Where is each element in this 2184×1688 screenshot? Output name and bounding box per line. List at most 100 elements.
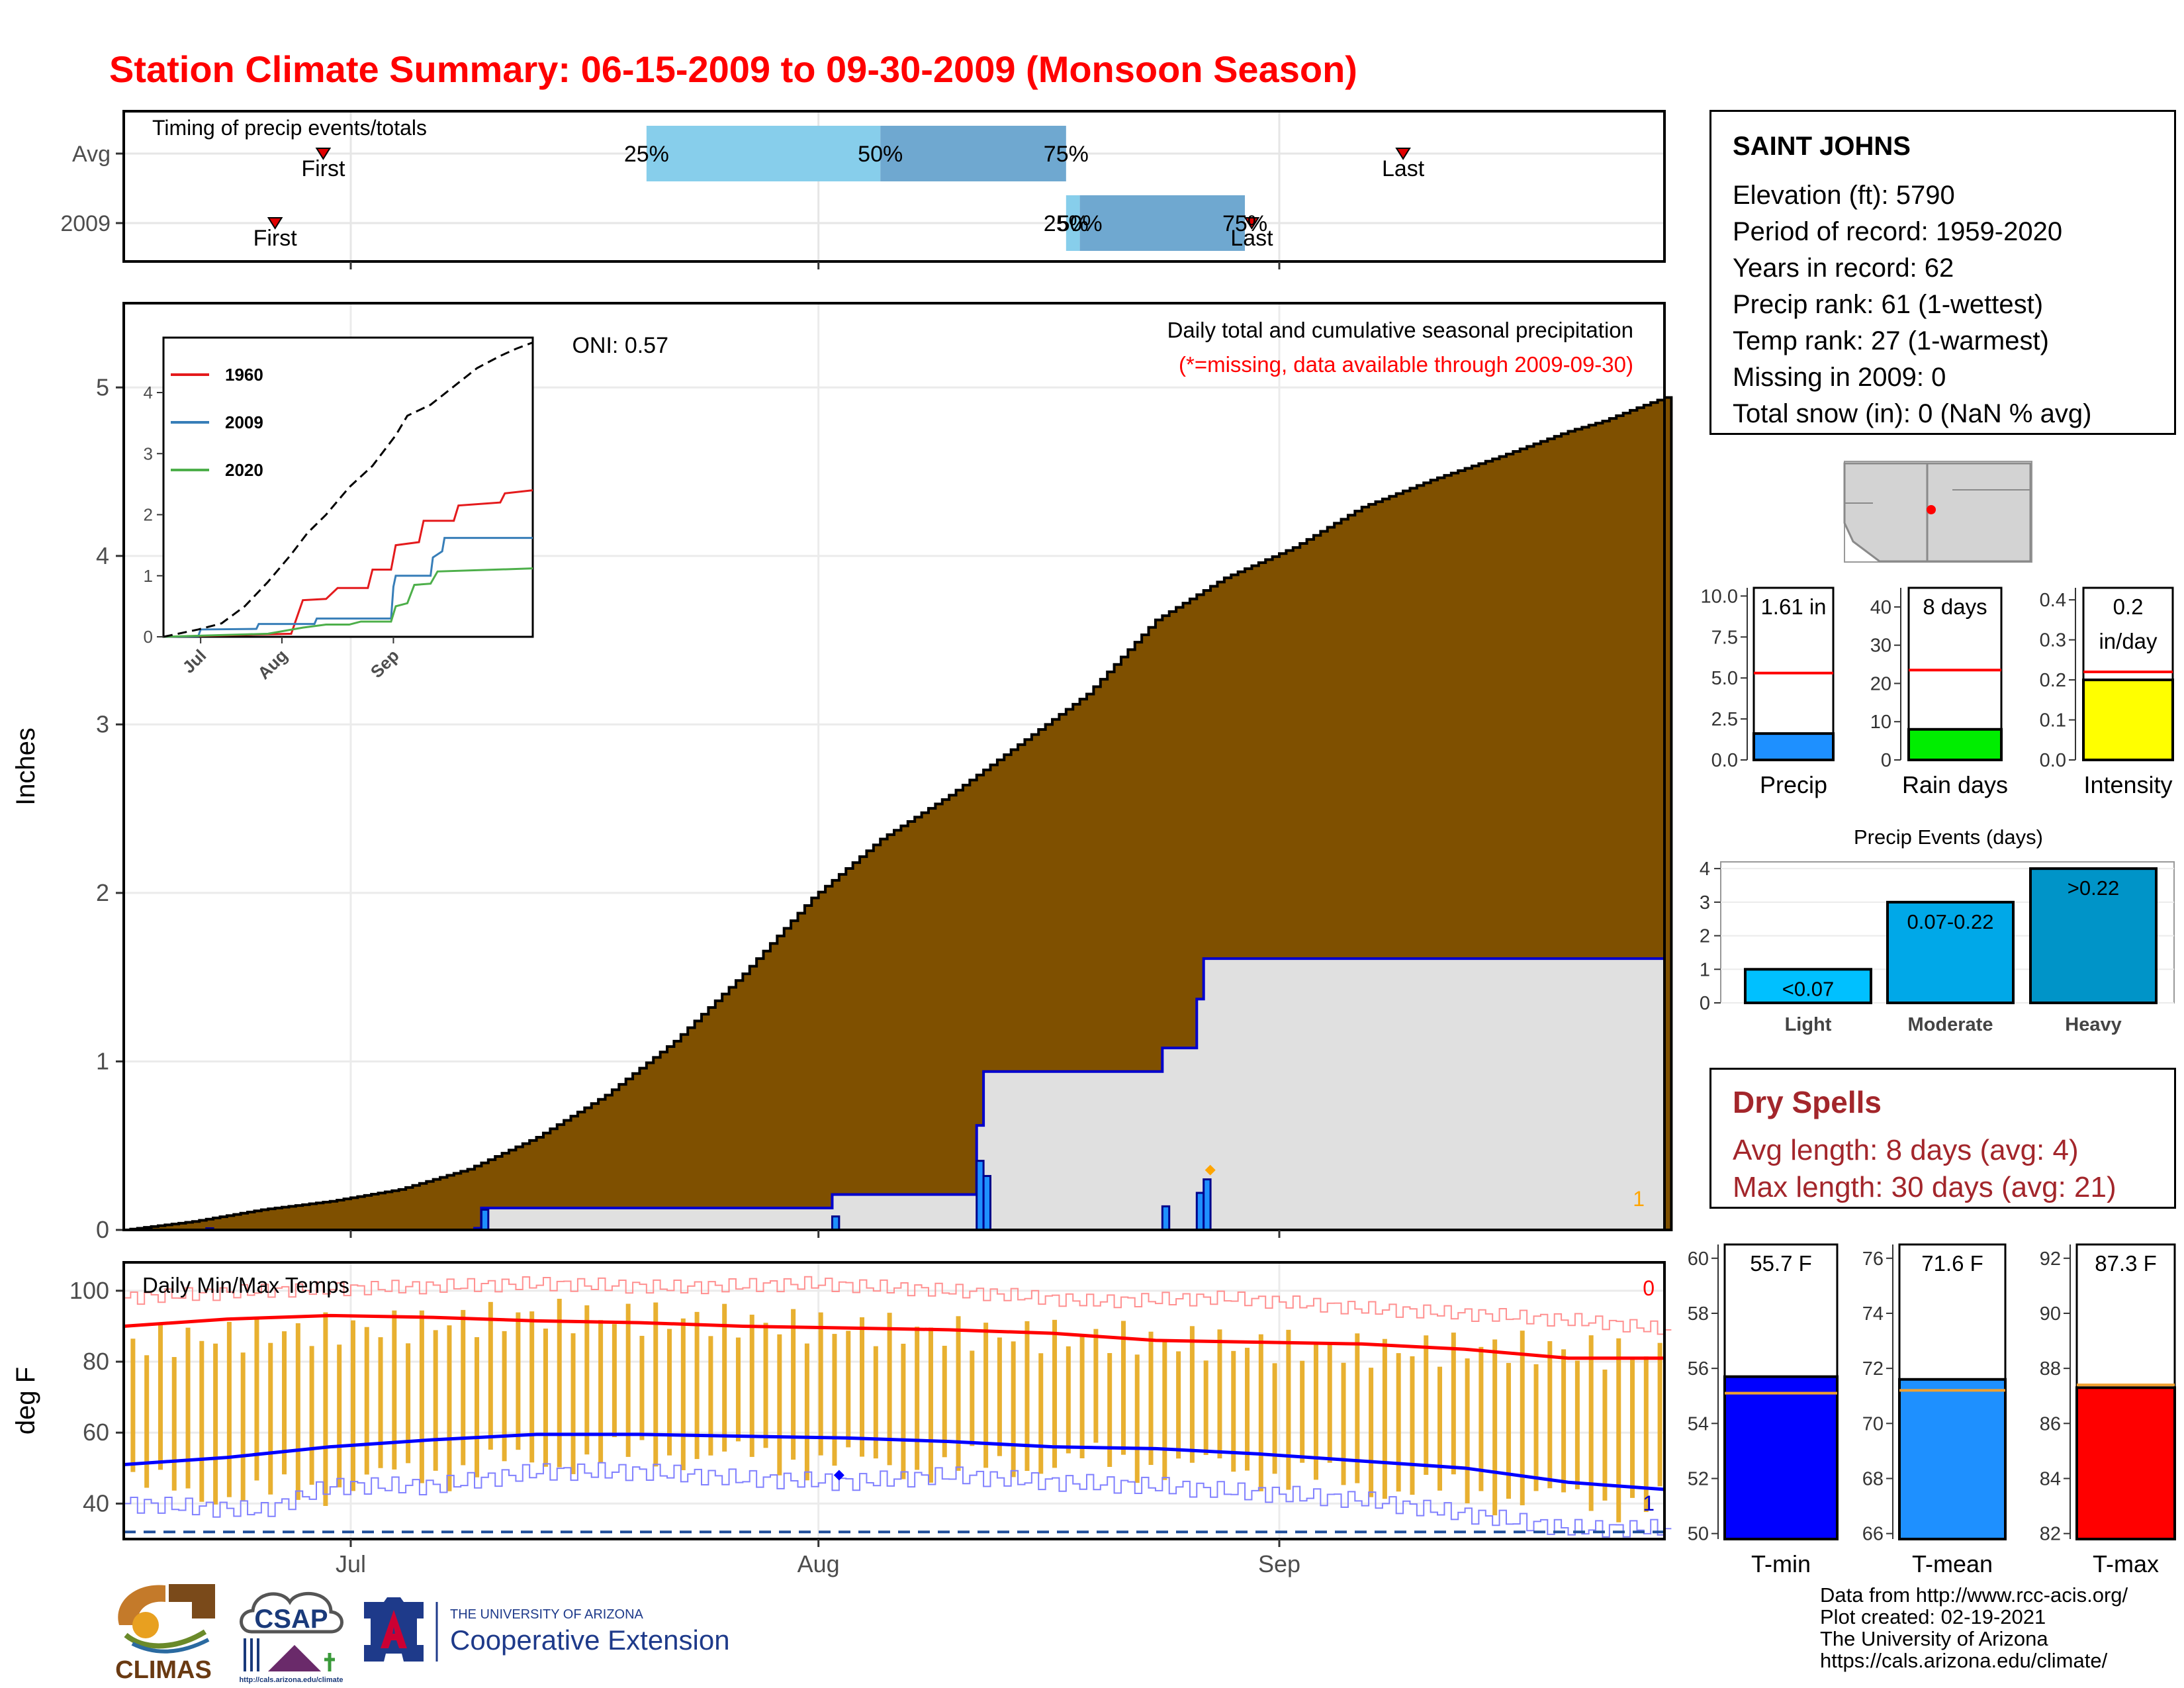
inset-series-line-2 xyxy=(163,567,533,638)
summary-ytick-label: 82 xyxy=(2040,1524,2061,1545)
daily-temp-range-bar xyxy=(295,1323,300,1500)
daily-temp-range-bar xyxy=(1272,1363,1277,1474)
temperature-chart: 40 60 80 100 Daily Min/Max Temps 0 1 deg F Jul Au… xyxy=(11,1261,1672,1577)
timing-bar-50-75 xyxy=(1079,195,1246,251)
summary-ytick-label: 0.0 xyxy=(1711,750,1738,771)
station-period: Period of record: 1959-2020 xyxy=(1733,217,2063,246)
daily-temp-range-bar xyxy=(680,1318,686,1471)
daily-temp-range-bar xyxy=(1382,1338,1387,1499)
daily-temp-range-bar xyxy=(488,1301,493,1450)
precip-summary-bars: 0.0 2.5 5.0 7.5 10.0 1.61 in Precip 0 10 20 30 40 8 … xyxy=(1701,586,2174,798)
daily-temp-range-bar xyxy=(763,1323,768,1448)
daily-temp-range-bar xyxy=(832,1334,837,1466)
university-logo: THE UNIVERSITY OF ARIZONA Cooperative Ex… xyxy=(364,1597,730,1662)
station-marker xyxy=(1927,505,1936,514)
daily-precip-bar-5 xyxy=(1161,1205,1171,1231)
daily-temp-range-bar xyxy=(1424,1335,1429,1475)
daily-temp-range-bar xyxy=(516,1312,521,1450)
daily-temp-range-bar xyxy=(1093,1329,1099,1443)
daily-temp-range-bar xyxy=(447,1325,452,1491)
summary-ytick-label: 52 xyxy=(1688,1469,1709,1490)
dry-spells-box: Dry Spells Avg length: 8 days (avg: 4) M… xyxy=(1709,1068,2176,1209)
events-bar-1 xyxy=(1886,900,2015,1005)
timing-bar-25-50 xyxy=(646,126,881,181)
summary-ytick-label: 56 xyxy=(1688,1358,1709,1380)
daily-temp-range-bar xyxy=(612,1324,617,1438)
daily-temp-range-bar xyxy=(1300,1360,1305,1463)
daily-temp-range-bar xyxy=(1437,1366,1443,1491)
precip-ytick-label-5: 5 xyxy=(96,373,109,400)
daily-temp-range-bar xyxy=(392,1310,397,1470)
oni-label: ONI: 0.57 xyxy=(572,333,668,358)
precip-ytick-label-3: 3 xyxy=(96,710,109,737)
station-elevation: Elevation (ft): 5790 xyxy=(1733,181,1955,210)
precip-ylabel: Inches xyxy=(11,727,40,806)
daily-temp-range-bar xyxy=(983,1323,989,1468)
summary-ytick-label: 10.0 xyxy=(1701,586,1738,607)
daily-temp-range-bar xyxy=(1313,1343,1318,1480)
daily-temp-range-bar xyxy=(185,1327,191,1489)
daily-temp-range-bar xyxy=(860,1317,865,1457)
summary-ytick-label: 50 xyxy=(1688,1524,1709,1545)
timing-marker-first xyxy=(315,148,332,160)
daily-temp-range-bar xyxy=(1533,1364,1539,1491)
events-title: Precip Events (days) xyxy=(1854,825,2043,849)
station-snow: Total snow (in): 0 (NaN % avg) xyxy=(1733,399,2092,428)
daily-temp-range-bar xyxy=(915,1327,920,1470)
timing-row-label: 2009 xyxy=(60,211,111,236)
inset-legend-label-1: 2009 xyxy=(225,412,263,432)
daily-temp-range-bar xyxy=(970,1350,975,1446)
summary-value-label-1: 71.6 F xyxy=(1921,1251,1983,1276)
daily-temp-range-bar xyxy=(1451,1333,1456,1475)
timing-frame xyxy=(122,110,1666,263)
summary-value-label-2: 87.3 F xyxy=(2095,1251,2157,1276)
daily-temp-range-bar xyxy=(887,1313,892,1466)
temps-ylabel: deg F xyxy=(11,1367,40,1434)
daily-temp-range-bar xyxy=(818,1312,823,1456)
timing-p75-label: 75% xyxy=(1222,211,1267,236)
temps-ytick-label-1: 60 xyxy=(83,1419,109,1446)
timing-p25-label: 25% xyxy=(624,142,669,167)
events-bar-0 xyxy=(1744,968,1872,1005)
precip-title: Daily total and cumulative seasonal prec… xyxy=(1167,318,1633,342)
timing-first-label: First xyxy=(301,156,345,181)
summary-bar-1 xyxy=(1898,1378,2007,1541)
daily-precip-bar-3 xyxy=(976,1160,985,1231)
summary-ytick-label: 92 xyxy=(2040,1248,2061,1270)
credit-plot-date: Plot created: 02-19-2021 xyxy=(1820,1605,2046,1628)
daily-temp-range-bar xyxy=(804,1343,809,1481)
summary-ytick-label: 72 xyxy=(1862,1358,1884,1380)
daily-temp-range-bar xyxy=(557,1299,562,1468)
events-bar-label-0: <0.07 xyxy=(1782,977,1834,1000)
summary-category-label-2: T-max xyxy=(2093,1550,2159,1577)
daily-temp-range-bar xyxy=(254,1317,259,1481)
daily-temp-range-bar xyxy=(543,1329,548,1467)
daily-temp-range-bar xyxy=(1465,1358,1470,1504)
timing-p25-label: 25% xyxy=(1044,211,1089,236)
daily-temp-range-bar xyxy=(323,1312,328,1506)
daily-temp-range-bar xyxy=(1162,1340,1167,1480)
daily-temp-range-bar xyxy=(777,1334,782,1476)
precip-ytick-label-4: 4 xyxy=(96,542,109,569)
daily-temp-range-bar xyxy=(171,1357,177,1491)
events-ytick-label-2: 2 xyxy=(1700,926,1710,947)
events-category-label-2: Heavy xyxy=(2065,1014,2121,1035)
summary-ytick-label: 0.2 xyxy=(2040,670,2066,691)
daily-temp-range-bar xyxy=(213,1343,218,1505)
summary-ytick-label: 0.3 xyxy=(2040,630,2066,651)
summary-ytick-label: 2.5 xyxy=(1711,709,1738,730)
daily-temp-range-bar xyxy=(1066,1346,1071,1454)
daily-temp-range-bar xyxy=(846,1331,851,1448)
daily-temp-range-bar xyxy=(1547,1341,1553,1489)
daily-temp-range-bar xyxy=(130,1338,136,1472)
daily-temp-range-bar xyxy=(1024,1321,1030,1472)
daily-temp-range-bar xyxy=(1176,1351,1181,1459)
temps-ytick-label-3: 100 xyxy=(69,1277,109,1304)
station-missing: Missing in 2009: 0 xyxy=(1733,363,1946,392)
temp-marker xyxy=(833,1470,844,1481)
events-ytick-label-4: 4 xyxy=(1700,859,1710,880)
daily-temp-range-bar xyxy=(942,1346,947,1458)
daily-temp-range-bar xyxy=(461,1309,466,1466)
daily-temp-range-bar xyxy=(653,1302,659,1467)
